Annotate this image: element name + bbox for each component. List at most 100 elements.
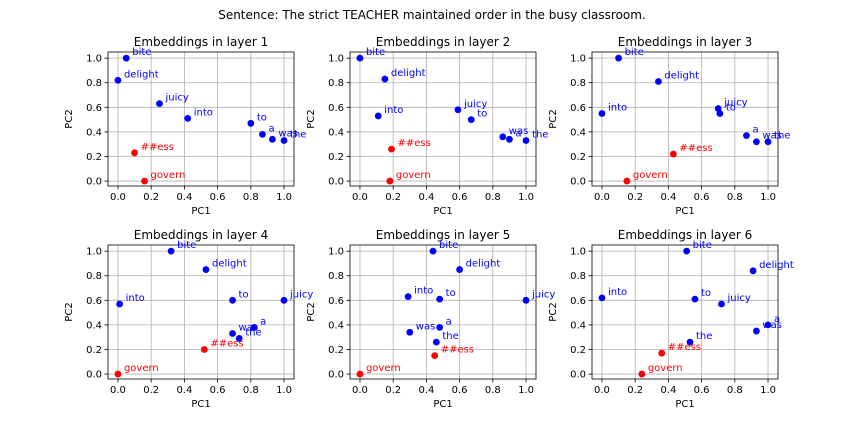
x-tick-label: 0.2 (385, 385, 401, 396)
x-tick-label: 1.0 (760, 385, 776, 396)
point-label: govern (124, 363, 159, 374)
x-tick-label: 0.8 (243, 385, 259, 396)
point-the (522, 137, 530, 144)
x-tick-label: 0.0 (594, 192, 610, 203)
x-tick-label: 1.0 (276, 192, 292, 203)
x-tick-label: 0.6 (694, 192, 710, 203)
point-label: bite (366, 47, 385, 58)
x-tick-label: 0.8 (727, 385, 743, 396)
point-label: juicy (463, 99, 487, 110)
x-tick-label: 0.8 (243, 192, 259, 203)
point-label: delight (391, 68, 426, 79)
x-axis-label: PC1 (433, 399, 452, 410)
point-label: a (752, 125, 758, 136)
point-label: a (268, 123, 274, 134)
x-axis-label: PC1 (191, 206, 210, 217)
point-a (506, 135, 513, 143)
x-tick-label: 1.0 (760, 192, 776, 203)
point-label: delight (212, 259, 247, 270)
point-delight (456, 266, 464, 273)
point-label: govern (648, 363, 683, 374)
x-tick-label: 0.4 (660, 192, 676, 203)
point-ess (431, 352, 439, 360)
x-tick-label: 0.6 (210, 385, 226, 396)
point-label: a (260, 316, 266, 327)
point-to (247, 119, 255, 127)
point-to (691, 295, 699, 303)
y-tick-label: 0.8 (570, 78, 586, 89)
point-govern (356, 370, 364, 378)
axes-frame (349, 244, 537, 380)
point-label: was (239, 323, 259, 334)
point-label: was (509, 126, 529, 137)
point-label: into (126, 293, 145, 304)
point-label: ##ess (141, 142, 174, 153)
point-delight (381, 75, 389, 83)
axes-frame (107, 244, 295, 380)
y-tick-label: 0.4 (328, 320, 344, 331)
point-label: to (257, 112, 267, 123)
y-tick-label: 0.2 (570, 152, 586, 163)
subplot-layer-4: Embeddings in layer 4 0.0 0.2 0.4 0.6 0.8 1.0 0… (64, 228, 313, 410)
x-tick-label: 0.6 (210, 192, 226, 203)
subplot-layer-2: Embeddings in layer 2 0.0 0.2 0.4 0.6 0.8 1.0 0… (306, 35, 548, 217)
point-to (467, 116, 475, 124)
axes-frame (349, 51, 537, 187)
point-ess (669, 150, 677, 158)
point-into (374, 112, 382, 120)
subplot-layer-5: Embeddings in layer 5 0.0 0.2 0.4 0.6 0.8 1.0 0… (306, 228, 555, 410)
point-bite (429, 247, 437, 255)
point-the (686, 338, 694, 346)
x-tick-label: 0.0 (594, 385, 610, 396)
point-label: delight (466, 259, 501, 270)
point-label: a (774, 314, 780, 325)
point-the (432, 338, 440, 346)
x-tick-label: 0.2 (143, 192, 159, 203)
point-label: ##ess (679, 143, 712, 154)
point-juicy (280, 296, 288, 304)
y-tick-label: 0.8 (86, 78, 102, 89)
point-label: bite (625, 47, 644, 58)
x-axis-label: PC1 (433, 206, 452, 217)
y-tick-label: 0.4 (570, 127, 586, 138)
x-tick-label: 0.8 (485, 385, 501, 396)
y-tick-label: 0.2 (328, 345, 344, 356)
subplot-title: Embeddings in layer 2 (376, 35, 510, 49)
x-tick-label: 0.4 (660, 385, 676, 396)
grid (592, 52, 778, 186)
point-a (250, 323, 258, 331)
point-into (404, 293, 412, 301)
y-axis-label: PC2 (64, 302, 75, 321)
x-tick-label: 0.4 (418, 385, 434, 396)
point-label: ##ess (441, 345, 474, 356)
point-label: the (696, 331, 712, 342)
point-label: ##ess (398, 138, 431, 149)
point-label: delight (124, 69, 159, 80)
point-label: the (532, 130, 548, 141)
x-axis-label: PC1 (675, 206, 694, 217)
point-label: bite (693, 240, 712, 251)
point-the (764, 138, 772, 146)
grid (350, 245, 536, 379)
x-tick-label: 0.0 (352, 385, 368, 396)
y-tick-label: 0.8 (328, 271, 344, 282)
point-label: juicy (289, 289, 313, 300)
point-a (259, 130, 266, 138)
point-label: to (446, 288, 456, 299)
point-label: govern (633, 170, 668, 181)
point-label: to (701, 288, 711, 299)
point-into (116, 300, 124, 308)
subplot-title: Embeddings in layer 6 (618, 228, 752, 242)
point-ess (388, 145, 395, 153)
y-tick-label: 0.2 (86, 152, 102, 163)
point-a (743, 132, 750, 139)
point-label: into (414, 286, 433, 297)
subplot-layer-3: Embeddings in layer 3 0.0 0.2 0.4 0.6 0.8 1.0 0… (548, 35, 790, 217)
point-label: bite (132, 47, 151, 58)
point-ess (131, 149, 138, 157)
point-label: the (774, 131, 790, 142)
point-to (436, 295, 444, 303)
point-govern (141, 177, 148, 185)
point-ess (658, 349, 666, 357)
